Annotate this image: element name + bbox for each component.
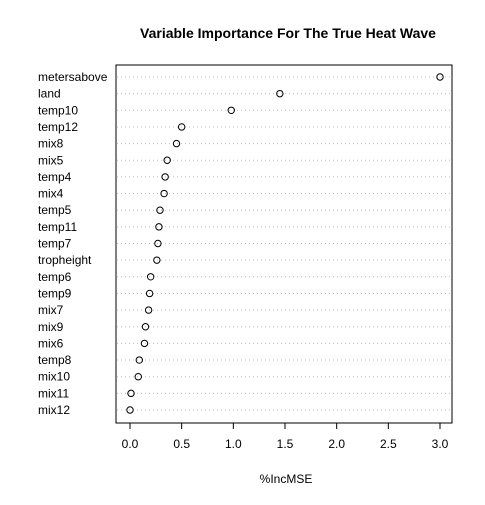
- data-point: [163, 156, 171, 164]
- category-label: temp5: [38, 203, 72, 217]
- category-label: temp8: [38, 353, 72, 367]
- category-label: mix5: [38, 153, 64, 167]
- x-axis: 0.0 0.5 1.0 1.5 2.0 2.5 3.0: [122, 423, 449, 451]
- x-axis-label: %IncMSE: [260, 472, 313, 486]
- category-label: temp11: [38, 220, 77, 234]
- data-points: [126, 73, 444, 414]
- data-point: [134, 373, 142, 381]
- data-point: [144, 306, 153, 314]
- x-tick-label: 3.0: [432, 437, 449, 451]
- data-point: [177, 123, 186, 131]
- grid-lines: [117, 76, 451, 411]
- plot-frame: [115, 64, 453, 424]
- chart-title: Variable Importance For The True Heat Wa…: [140, 25, 436, 41]
- category-label: land: [38, 87, 61, 101]
- data-point: [436, 73, 444, 81]
- data-point: [145, 289, 154, 298]
- category-label: temp12: [38, 120, 78, 134]
- data-point: [156, 206, 164, 214]
- category-label: metersabove: [38, 70, 108, 84]
- data-point: [140, 339, 149, 348]
- category-label: mix9: [38, 320, 64, 334]
- category-label: temp4: [38, 170, 72, 184]
- x-tick-label: 1.0: [225, 437, 242, 451]
- data-point: [153, 256, 161, 264]
- data-point: [126, 406, 134, 414]
- data-point: [276, 89, 284, 98]
- data-point: [227, 106, 235, 115]
- category-label: temp6: [38, 270, 72, 284]
- x-tick-label: 2.5: [380, 437, 397, 451]
- x-tick-label: 0.5: [173, 437, 190, 451]
- data-point: [127, 389, 135, 398]
- x-tick-label: 2.0: [328, 437, 345, 451]
- category-label: mix10: [38, 370, 70, 384]
- data-point: [172, 139, 181, 148]
- category-label: temp9: [38, 286, 72, 300]
- data-point: [154, 239, 162, 248]
- data-point: [155, 223, 163, 231]
- category-label: temp10: [38, 103, 78, 117]
- x-tick-label: 0.0: [122, 437, 139, 451]
- category-label: tropheight: [38, 253, 92, 267]
- category-label: mix4: [38, 187, 64, 201]
- category-label: mix7: [38, 303, 64, 317]
- category-label: temp7: [38, 237, 72, 251]
- data-point: [146, 273, 155, 281]
- data-point: [135, 356, 144, 364]
- category-label: mix11: [38, 386, 69, 400]
- category-label: mix8: [38, 137, 64, 151]
- data-point: [141, 323, 150, 331]
- category-label: mix12: [38, 403, 70, 417]
- data-point: [160, 189, 168, 198]
- x-tick-label: 1.5: [277, 437, 294, 451]
- category-labels: metersabove land temp10 temp12 mix8 mix5 temp4…: [38, 70, 108, 417]
- category-label: mix6: [38, 336, 64, 350]
- data-point: [161, 173, 169, 181]
